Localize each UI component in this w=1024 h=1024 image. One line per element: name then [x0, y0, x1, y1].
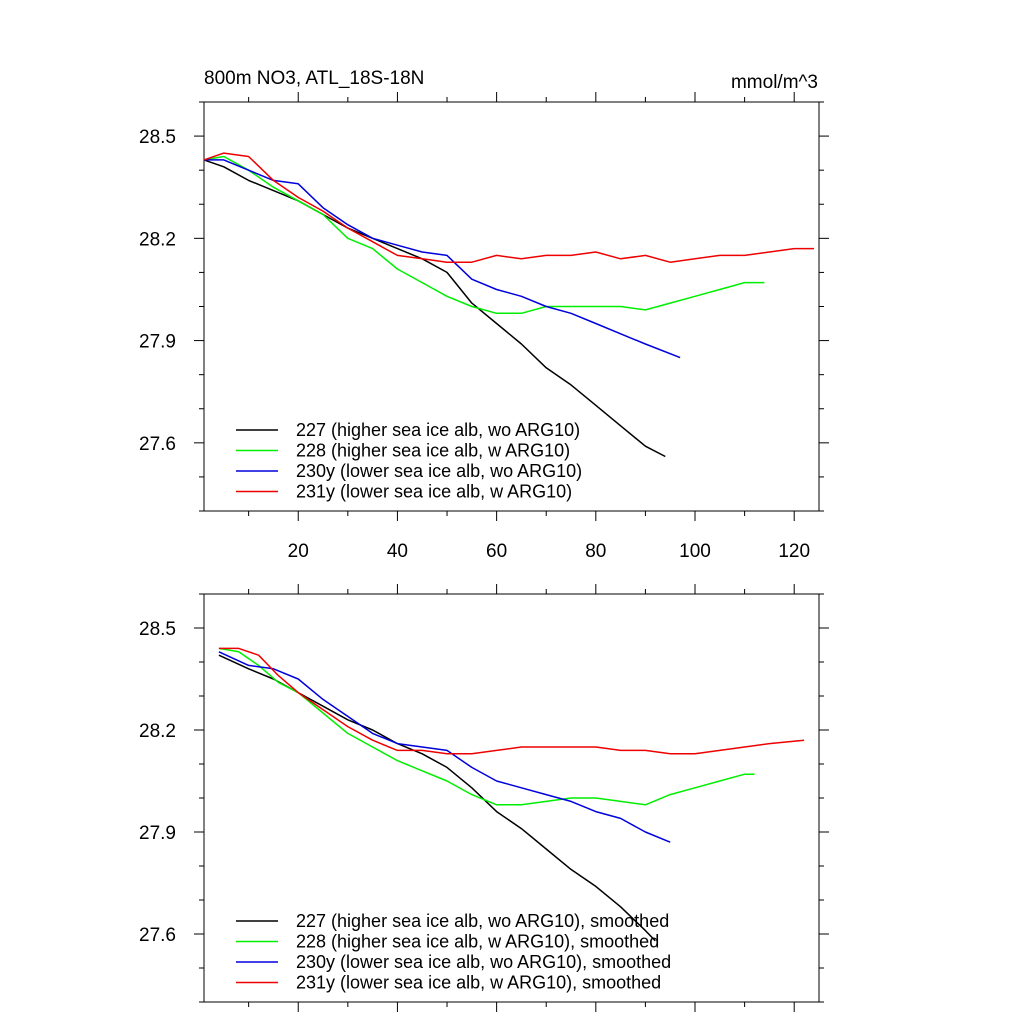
units-label: mmol/m^3 [731, 72, 818, 93]
series-line-3 [218, 647, 805, 755]
x-tick-label: 60 [486, 541, 507, 562]
y-tick-label: 27.9 [139, 332, 176, 353]
legend-label-2: 230y (lower sea ice alb, wo ARG10) [296, 461, 582, 481]
series-line-3 [203, 152, 814, 263]
y-tick-label: 27.6 [139, 434, 176, 455]
legend-label-3: 231y (lower sea ice alb, w ARG10), smoot… [296, 973, 661, 993]
series-line-1 [203, 155, 765, 315]
y-tick-label: 27.6 [139, 925, 176, 946]
bottom-plot-panel: 27.6 27.9 28.2 28.5 227 (higher sea ice alb,… [139, 584, 829, 1012]
legend-label-2: 230y (lower sea ice alb, wo ARG10), smoo… [296, 952, 671, 972]
x-tick-label: 20 [288, 541, 309, 562]
top-plot-panel: 20 40 60 80 100 120 27.6 27.9 28.2 28.5 227 (highe… [139, 92, 829, 562]
y-tick-label: 28.2 [139, 229, 176, 250]
legend-label-3: 231y (lower sea ice alb, w ARG10) [296, 482, 572, 502]
legend-label-0: 227 (higher sea ice alb, wo ARG10), smoo… [296, 911, 669, 931]
legend-label-0: 227 (higher sea ice alb, wo ARG10) [296, 420, 580, 440]
series-line-0 [203, 159, 666, 458]
x-tick-label: 80 [585, 541, 606, 562]
x-tick-label: 100 [679, 541, 711, 562]
series-line-2 [218, 651, 671, 843]
series-line-2 [204, 159, 681, 359]
y-tick-label: 28.5 [139, 619, 176, 640]
y-tick-label: 27.9 [139, 823, 176, 844]
y-tick-label: 28.5 [139, 127, 176, 148]
x-tick-label: 40 [387, 541, 408, 562]
legend-label-1: 228 (higher sea ice alb, w ARG10) [296, 441, 570, 461]
chart-title: 800m NO3, ATL_18S-18N [204, 68, 424, 89]
legend-label-1: 228 (higher sea ice alb, w ARG10), smoot… [296, 932, 659, 952]
x-tick-label: 120 [778, 541, 810, 562]
y-tick-label: 28.2 [139, 721, 176, 742]
series-line-1 [218, 647, 755, 806]
